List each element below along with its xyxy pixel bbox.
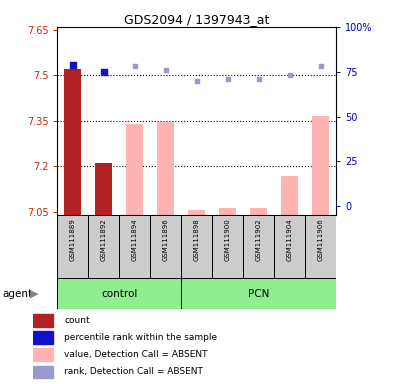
Point: [317, 63, 323, 70]
Bar: [181, 278, 335, 309]
Text: percentile rank within the sample: percentile rank within the sample: [64, 333, 217, 342]
Bar: [33, 314, 53, 327]
Text: GSM111894: GSM111894: [132, 218, 137, 261]
Text: GSM111906: GSM111906: [317, 218, 323, 261]
Point: [100, 69, 107, 75]
Bar: [88, 215, 119, 278]
Bar: [274, 215, 304, 278]
Bar: [57, 215, 88, 278]
Bar: [119, 215, 150, 278]
Bar: [212, 215, 243, 278]
Bar: [150, 215, 181, 278]
Bar: [33, 348, 53, 361]
Bar: [188, 210, 205, 215]
Bar: [126, 124, 143, 215]
Text: GSM111898: GSM111898: [193, 218, 199, 261]
Bar: [33, 331, 53, 344]
Text: ▶: ▶: [29, 289, 38, 299]
Bar: [311, 116, 328, 215]
Point: [255, 76, 261, 82]
Text: GSM111896: GSM111896: [162, 218, 169, 261]
Bar: [181, 215, 212, 278]
Title: GDS2094 / 1397943_at: GDS2094 / 1397943_at: [124, 13, 269, 26]
Text: rank, Detection Call = ABSENT: rank, Detection Call = ABSENT: [64, 367, 202, 376]
Text: GSM111904: GSM111904: [286, 218, 292, 261]
Text: value, Detection Call = ABSENT: value, Detection Call = ABSENT: [64, 350, 207, 359]
Bar: [64, 70, 81, 215]
Text: PCN: PCN: [247, 289, 269, 299]
Text: control: control: [101, 289, 137, 299]
Text: GSM111900: GSM111900: [224, 218, 230, 261]
Point: [70, 61, 76, 68]
Text: GSM111902: GSM111902: [255, 218, 261, 261]
Bar: [33, 366, 53, 378]
Bar: [249, 209, 267, 215]
Text: count: count: [64, 316, 90, 325]
Text: GSM111892: GSM111892: [101, 218, 107, 261]
Bar: [243, 215, 274, 278]
Point: [224, 76, 231, 82]
Text: agent: agent: [2, 289, 32, 299]
Bar: [304, 215, 335, 278]
Point: [162, 67, 169, 73]
Bar: [57, 278, 181, 309]
Point: [286, 72, 292, 78]
Point: [193, 78, 200, 84]
Point: [131, 63, 138, 70]
Bar: [281, 175, 297, 215]
Bar: [95, 164, 112, 215]
Text: GSM111889: GSM111889: [70, 218, 76, 261]
Bar: [219, 209, 236, 215]
Bar: [157, 122, 174, 215]
